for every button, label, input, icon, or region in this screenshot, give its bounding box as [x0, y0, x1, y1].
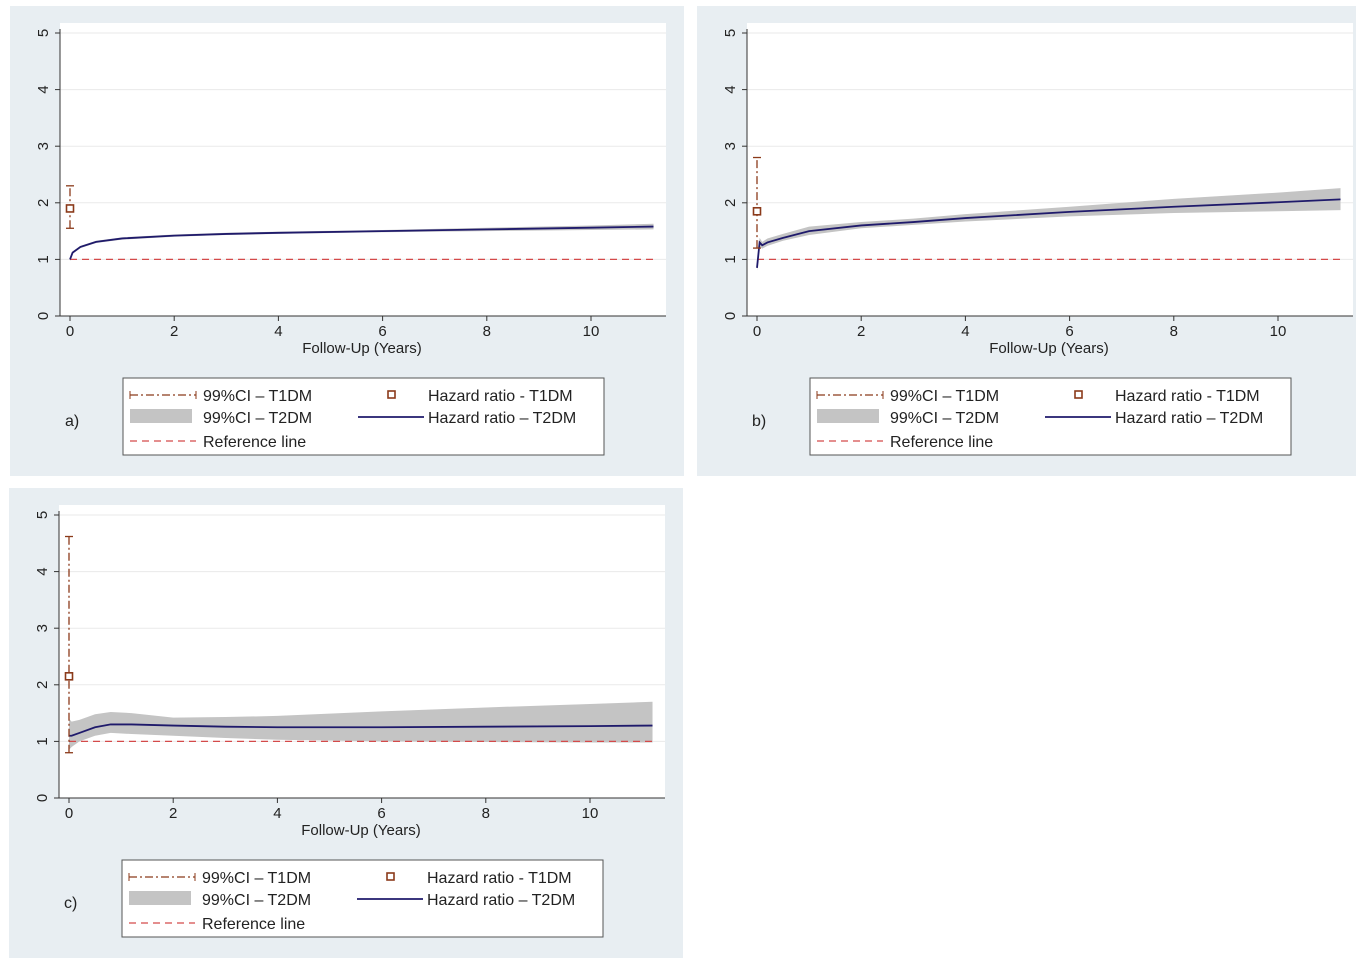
y-tick-label: 4: [35, 85, 52, 93]
y-tick-label: 2: [722, 199, 739, 207]
y-tick-label: 1: [34, 737, 51, 745]
x-tick-label: 10: [1270, 323, 1287, 340]
x-tick-label: 8: [1170, 323, 1178, 340]
hr-marker-t1dm: [64, 672, 74, 681]
chart-svg: 0 1 2 3 4 5 0 2 4 6 8 10 Follow-Up (Years) 99%CI – T1…: [34, 505, 665, 938]
legend-hr-t2-label: Hazard ratio – T2DM: [428, 410, 576, 427]
x-tick-label: 4: [274, 323, 282, 340]
chart-svg: 0 1 2 3 4 5 0 2 4 6 8 10 Follow-Up (Years) 99%CI – T1…: [722, 23, 1353, 456]
x-tick-label: 2: [169, 805, 177, 822]
y-tick-label: 3: [35, 142, 52, 150]
legend-ci-t2-label: 99%CI – T2DM: [890, 410, 999, 427]
y-tick-label: 5: [35, 29, 52, 37]
panel-label: c): [64, 895, 77, 912]
legend-ci-t2-symbol: [817, 409, 879, 423]
plot-area: [60, 23, 666, 316]
y-tick-label: 5: [722, 29, 739, 37]
plot-area: [59, 505, 665, 798]
legend-hr-t1-label: Hazard ratio - T1DM: [1115, 388, 1260, 405]
legend-ref-label: Reference line: [202, 916, 305, 933]
x-tick-label: 2: [857, 323, 865, 340]
legend-hr-t1-symbol: [387, 390, 396, 399]
ci-band-t2dm: [757, 188, 1341, 271]
x-tick-label: 0: [753, 323, 761, 340]
y-tick-label: 1: [722, 255, 739, 263]
legend-ref-label: Reference line: [890, 434, 993, 451]
y-tick-label: 3: [34, 624, 51, 632]
legend-ci-t1-label: 99%CI – T1DM: [890, 388, 999, 405]
y-tick-label: 1: [35, 255, 52, 263]
legend-hr-t2-label: Hazard ratio – T2DM: [427, 892, 575, 909]
y-tick-label: 4: [722, 85, 739, 93]
x-tick-label: 8: [483, 323, 491, 340]
x-tick-label: 2: [170, 323, 178, 340]
y-tick-label: 2: [35, 199, 52, 207]
y-tick-label: 0: [35, 312, 52, 320]
plot-area: [747, 23, 1353, 316]
chart-panel-b: 0 1 2 3 4 5 0 2 4 6 8 10 Follow-Up (Years) 99%CI – T1…: [697, 6, 1356, 476]
legend-ci-t1-label: 99%CI – T1DM: [202, 870, 311, 887]
x-axis-title: Follow-Up (Years): [302, 340, 421, 357]
x-axis-title: Follow-Up (Years): [301, 822, 420, 839]
chart-panel-a: 0 1 2 3 4 5 0 2 4 6 8 10 Follow-Up (Years) 99%CI – T1…: [10, 6, 684, 476]
legend-hr-t1-symbol: [1074, 390, 1083, 399]
x-tick-label: 10: [583, 323, 600, 340]
x-tick-label: 6: [377, 805, 385, 822]
chart-svg: 0 1 2 3 4 5 0 2 4 6 8 10 Follow-Up (Years) 99%CI – T1…: [35, 23, 666, 456]
x-tick-label: 0: [66, 323, 74, 340]
hr-marker-t1dm: [752, 206, 762, 216]
x-tick-label: 8: [482, 805, 490, 822]
x-tick-label: 4: [961, 323, 969, 340]
y-tick-label: 0: [722, 312, 739, 320]
y-tick-label: 0: [34, 794, 51, 802]
hr-marker-t1dm: [65, 204, 75, 213]
legend-hr-t1-symbol: [386, 872, 395, 881]
y-tick-label: 3: [722, 142, 739, 150]
y-tick-label: 2: [34, 681, 51, 689]
x-tick-label: 10: [582, 805, 599, 822]
hr-line-t2dm: [756, 198, 1341, 268]
legend-hr-t1-label: Hazard ratio - T1DM: [427, 870, 572, 887]
x-axis-title: Follow-Up (Years): [989, 340, 1108, 357]
y-tick-label: 4: [34, 567, 51, 575]
hr-line-t2dm: [69, 723, 653, 737]
legend-ci-t2-label: 99%CI – T2DM: [203, 410, 312, 427]
hr-line-t2dm: [69, 225, 654, 260]
legend-ci-t2-label: 99%CI – T2DM: [202, 892, 311, 909]
chart-panel-c: 0 1 2 3 4 5 0 2 4 6 8 10 Follow-Up (Years) 99%CI – T1…: [9, 488, 683, 958]
legend-hr-t2-label: Hazard ratio – T2DM: [1115, 410, 1263, 427]
x-tick-label: 6: [378, 323, 386, 340]
ci-band-t2dm: [69, 701, 653, 750]
legend-hr-t1-label: Hazard ratio - T1DM: [428, 388, 573, 405]
legend-ci-t2-symbol: [130, 409, 192, 423]
panel-label: a): [65, 413, 79, 430]
x-tick-label: 4: [273, 805, 281, 822]
legend-ci-t2-symbol: [129, 891, 191, 905]
y-tick-label: 5: [34, 511, 51, 519]
panel-label: b): [752, 413, 766, 430]
legend-ref-label: Reference line: [203, 434, 306, 451]
x-tick-label: 6: [1065, 323, 1073, 340]
legend-ci-t1-label: 99%CI – T1DM: [203, 388, 312, 405]
x-tick-label: 0: [65, 805, 73, 822]
